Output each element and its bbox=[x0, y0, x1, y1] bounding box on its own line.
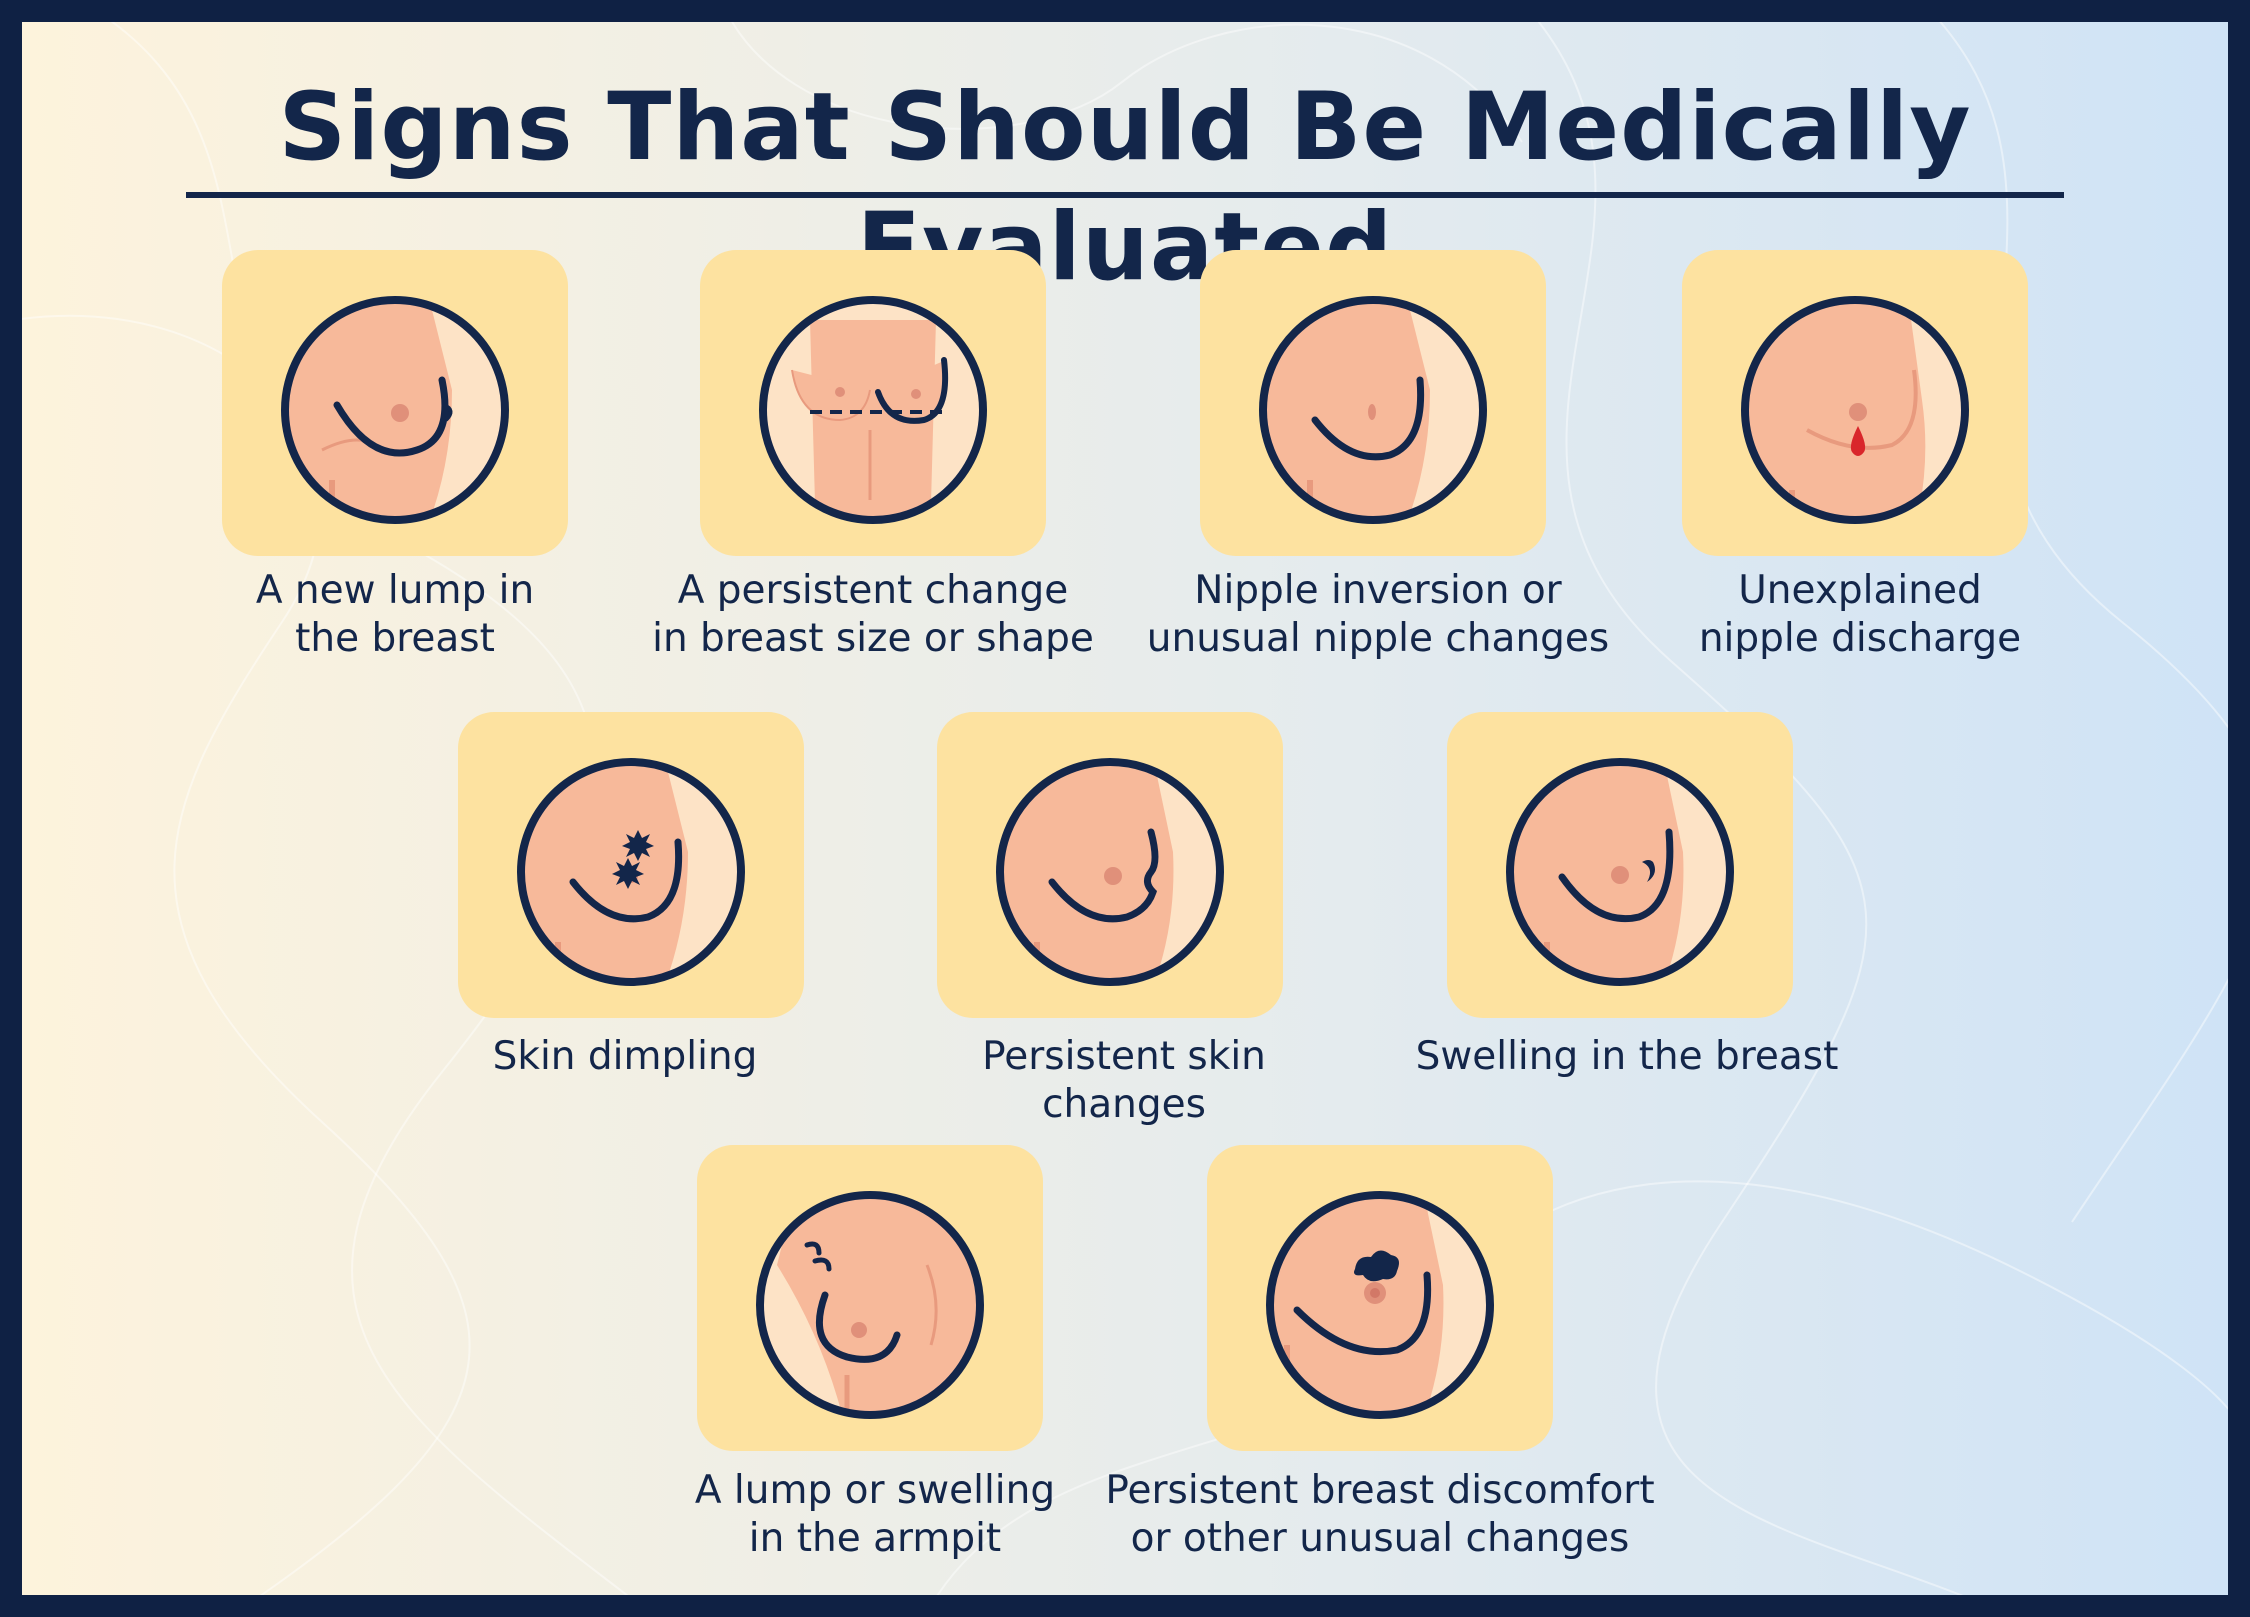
nipple-discharge-icon bbox=[1741, 296, 1969, 524]
caption-line: A persistent change bbox=[677, 568, 1069, 613]
sign-caption-armpit-lump: A lump or swelling in the armpit bbox=[595, 1467, 1155, 1563]
sign-caption-breast-swelling: Swelling in the breast bbox=[1347, 1033, 1907, 1081]
caption-line: A lump or swelling bbox=[694, 1468, 1056, 1513]
title-underline bbox=[186, 192, 2064, 198]
caption-line: in the armpit bbox=[748, 1516, 1002, 1561]
sign-card-skin-dimpling bbox=[458, 712, 804, 1018]
caption-line: A new lump in bbox=[255, 568, 535, 613]
caption-line: changes bbox=[1042, 1082, 1206, 1127]
caption-line: nipple discharge bbox=[1698, 616, 2022, 661]
skin-changes-icon bbox=[996, 758, 1224, 986]
nipple-inversion-icon bbox=[1259, 296, 1487, 524]
caption-line: Unexplained bbox=[1738, 568, 1982, 613]
caption-line: unusual nipple changes bbox=[1146, 616, 1610, 661]
caption-line: the breast bbox=[295, 616, 495, 661]
sign-caption-size-shape: A persistent change in breast size or sha… bbox=[593, 567, 1153, 663]
skin-dimpling-icon bbox=[517, 758, 745, 986]
caption-line: Swelling in the breast bbox=[1415, 1034, 1839, 1079]
sign-card-nipple-discharge bbox=[1682, 250, 2028, 556]
sign-card-armpit-lump bbox=[697, 1145, 1043, 1451]
page-title: Signs That Should Be Medically Evaluated bbox=[278, 73, 1972, 302]
armpit-lump-icon bbox=[756, 1191, 984, 1419]
breast-lump-icon bbox=[281, 296, 509, 524]
caption-line: Nipple inversion or bbox=[1194, 568, 1562, 613]
sign-card-breast-discomfort bbox=[1207, 1145, 1553, 1451]
breast-size-shape-icon bbox=[759, 296, 987, 524]
caption-line: or other unusual changes bbox=[1130, 1516, 1630, 1561]
sign-card-size-shape bbox=[700, 250, 1046, 556]
sign-caption-skin-dimpling: Skin dimpling bbox=[345, 1033, 905, 1081]
sign-card-nipple-inversion bbox=[1200, 250, 1546, 556]
caption-line: Persistent skin bbox=[982, 1034, 1266, 1079]
sign-caption-new-lump: A new lump in the breast bbox=[115, 567, 675, 663]
sign-caption-skin-changes: Persistent skin changes bbox=[844, 1033, 1404, 1129]
sign-card-skin-changes bbox=[937, 712, 1283, 1018]
sign-caption-breast-discomfort: Persistent breast discomfort or other unu… bbox=[1100, 1467, 1660, 1563]
sign-card-new-lump bbox=[222, 250, 568, 556]
caption-line: in breast size or shape bbox=[652, 616, 1094, 661]
sign-caption-nipple-inversion: Nipple inversion or unusual nipple change… bbox=[1098, 567, 1658, 663]
breast-discomfort-icon bbox=[1266, 1191, 1494, 1419]
caption-line: Skin dimpling bbox=[492, 1034, 758, 1079]
breast-swelling-icon bbox=[1506, 758, 1734, 986]
sign-card-breast-swelling bbox=[1447, 712, 1793, 1018]
caption-line: Persistent breast discomfort bbox=[1105, 1468, 1655, 1513]
sign-caption-nipple-discharge: Unexplained nipple discharge bbox=[1580, 567, 2140, 663]
